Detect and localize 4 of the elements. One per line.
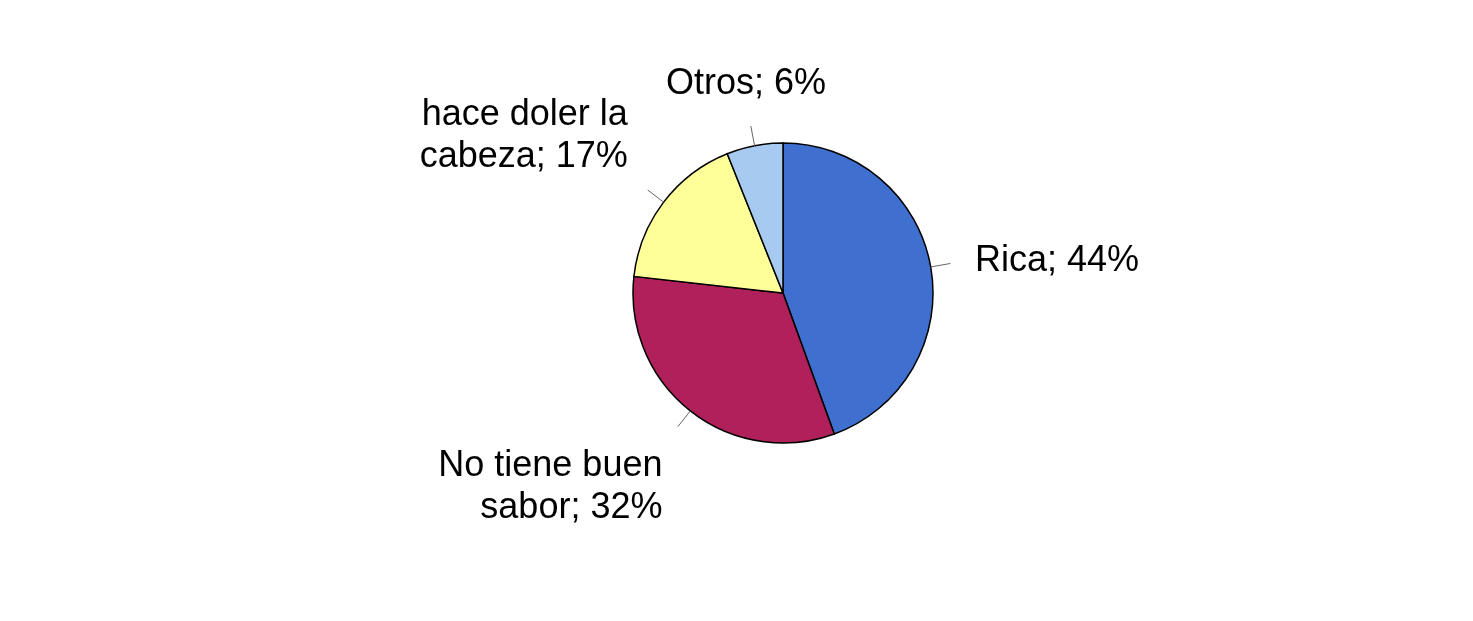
slice-label: hace doler la cabeza; 17% bbox=[419, 91, 629, 175]
slice-label: Rica; 44% bbox=[975, 238, 1140, 280]
slice-label: No tiene buen sabor; 32% bbox=[438, 443, 663, 527]
slice-label: Otros; 6% bbox=[666, 60, 827, 102]
